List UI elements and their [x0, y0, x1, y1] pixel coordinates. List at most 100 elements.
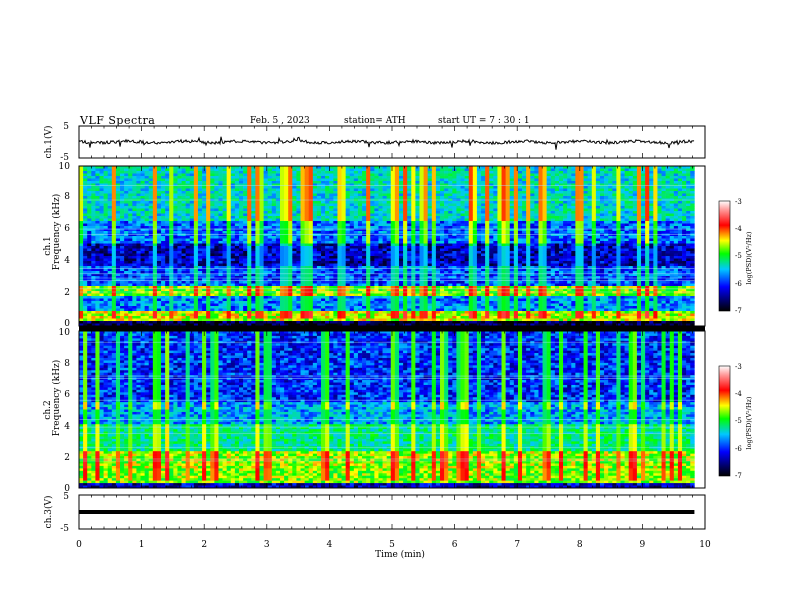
spectrogram-cell [87, 186, 91, 189]
spectrogram-cell [95, 191, 99, 194]
spectrogram-cell [342, 244, 346, 247]
spectrogram-cell [260, 291, 264, 294]
spectrogram-cell [182, 301, 186, 304]
spectrogram-cell [321, 179, 325, 182]
spectrogram-cell [132, 306, 136, 309]
spectrogram-cell [218, 281, 222, 284]
spectrogram-cell [251, 281, 255, 284]
spectrogram-cell [346, 169, 350, 172]
spectrogram-cell [251, 294, 255, 297]
spectrogram-cell [83, 214, 87, 217]
spectrogram-cell [177, 284, 181, 287]
spectrogram-cell [243, 246, 247, 249]
spectrogram-cell [141, 281, 145, 284]
spectrogram-cell [214, 169, 218, 172]
spectrogram-cell [153, 224, 157, 227]
spectrogram-cell [358, 309, 362, 312]
spectrogram-cell [87, 206, 91, 209]
spectrogram-cell [280, 276, 284, 279]
spectrogram-cell [190, 179, 194, 182]
spectrogram-cell [95, 174, 99, 177]
spectrogram-cell [116, 304, 120, 307]
spectrogram-cell [186, 194, 190, 197]
spectrogram-cell [268, 171, 272, 174]
spectrogram-cell [247, 271, 251, 274]
spectrogram-cell [124, 181, 128, 184]
spectrogram-cell [108, 316, 112, 319]
spectrogram-cell [202, 256, 206, 259]
spectrogram-cell [333, 231, 337, 234]
spectrogram-cell [268, 191, 272, 194]
spectrogram-cell [296, 176, 300, 179]
spectrogram-cell [387, 306, 391, 309]
spectrogram-cell [104, 271, 108, 274]
spectrogram-cell [108, 306, 112, 309]
spectrogram-cell [346, 221, 350, 224]
spectrogram-cell [374, 306, 378, 309]
spectrogram-cell [153, 241, 157, 244]
spectrogram-cell [313, 306, 317, 309]
spectrogram-cell [325, 236, 329, 239]
spectrogram-cell [108, 211, 112, 214]
spectrogram-cell [370, 179, 374, 182]
spectrogram-cell [186, 301, 190, 304]
spectrogram-cell [296, 244, 300, 247]
spectrogram-cell [276, 169, 280, 172]
spectrogram-cell [288, 296, 292, 299]
spectrogram-cell [325, 211, 329, 214]
spectrogram-cell [227, 251, 231, 254]
spectrogram-cell [264, 171, 268, 174]
spectrogram-cell [223, 261, 227, 264]
spectrogram-cell [255, 256, 259, 259]
spectrogram-cell [337, 221, 341, 224]
spectrogram-cell [177, 269, 181, 272]
spectrogram-cell [227, 311, 231, 314]
spectrogram-cell [223, 241, 227, 244]
spectrogram-cell [173, 224, 177, 227]
spectrogram-cell [284, 186, 288, 189]
spectrogram-cell [145, 319, 149, 322]
spectrogram-cell [141, 191, 145, 194]
spectrogram-cell [354, 186, 358, 189]
spectrogram-cell [173, 319, 177, 322]
spectrogram-cell [141, 169, 145, 172]
spectrogram-cell [116, 169, 120, 172]
spectrogram-cell [264, 251, 268, 254]
spectrogram-cell [272, 209, 276, 212]
spectrogram-cell [79, 186, 83, 189]
spectrogram-cell [264, 291, 268, 294]
spectrogram-cell [272, 311, 276, 314]
spectrogram-cell [169, 316, 173, 319]
spectrogram-cell [112, 244, 116, 247]
spectrogram-cell [83, 259, 87, 262]
spectrogram-cell [177, 254, 181, 257]
spectrogram-cell [177, 271, 181, 274]
spectrogram-cell [350, 236, 354, 239]
spectrogram-cell [284, 219, 288, 222]
spectrogram-cell [366, 276, 370, 279]
spectrogram-cell [214, 316, 218, 319]
spectrogram-cell [325, 271, 329, 274]
spectrogram-cell [346, 281, 350, 284]
spectrogram-cell [132, 201, 136, 204]
spectrogram-cell [186, 214, 190, 217]
spectrogram-cell [284, 179, 288, 182]
spectrogram-cell [231, 206, 235, 209]
spectrogram-cell [202, 176, 206, 179]
spectrogram-cell [227, 211, 231, 214]
spectrogram-cell [165, 186, 169, 189]
spectrogram-cell [309, 219, 313, 222]
spectrogram-cell [362, 309, 366, 312]
spectrogram-cell [153, 249, 157, 252]
spectrogram-cell [153, 296, 157, 299]
spectrogram-cell [358, 174, 362, 177]
spectrogram-cell [387, 201, 391, 204]
spectrogram-cell [239, 186, 243, 189]
spectrogram-cell [350, 296, 354, 299]
spectrogram-cell [317, 206, 321, 209]
spectrogram-cell [362, 186, 366, 189]
spectrogram-cell [321, 201, 325, 204]
spectrogram-cell [321, 196, 325, 199]
spectrogram-cell [329, 301, 333, 304]
spectrogram-cell [235, 314, 239, 317]
